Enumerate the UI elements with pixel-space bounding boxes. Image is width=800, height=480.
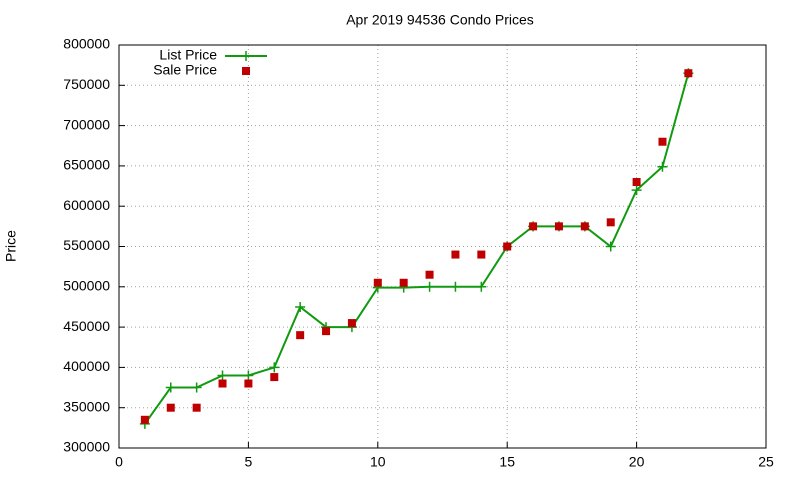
- point: [476, 281, 487, 292]
- point: [529, 222, 538, 231]
- point: [450, 281, 461, 292]
- legend-label: Sale Price: [153, 62, 217, 78]
- point: [425, 270, 434, 279]
- point: [606, 218, 615, 227]
- x-tick-label: 10: [370, 454, 386, 470]
- y-tick-label: 800000: [63, 36, 110, 52]
- y-tick-label: 700000: [63, 116, 110, 132]
- point: [296, 331, 305, 340]
- plot-border: [118, 44, 767, 449]
- x-tick-label: 15: [499, 454, 515, 470]
- legend-marker: [241, 51, 251, 61]
- point: [580, 222, 589, 231]
- point: [295, 301, 306, 312]
- chart-title: Apr 2019 94536 Condo Prices: [346, 12, 534, 28]
- point: [140, 415, 149, 424]
- y-tick-label: 550000: [63, 237, 110, 253]
- point: [657, 161, 668, 172]
- x-tick-label: 25: [758, 454, 774, 470]
- y-tick-label: 500000: [63, 278, 110, 294]
- point: [322, 327, 331, 336]
- y-tick-label: 450000: [63, 318, 110, 334]
- point: [605, 241, 616, 252]
- y-tick-label: 650000: [63, 157, 110, 173]
- point: [347, 319, 356, 328]
- point: [399, 278, 408, 287]
- y-tick-label: 400000: [63, 358, 110, 374]
- point: [165, 382, 176, 393]
- point: [191, 382, 202, 393]
- point: [477, 250, 486, 259]
- y-tick-label: 300000: [63, 439, 110, 455]
- point: [269, 362, 280, 373]
- point: [244, 379, 253, 388]
- y-tick-label: 600000: [63, 197, 110, 213]
- y-tick-label: 750000: [63, 76, 110, 92]
- point: [631, 185, 642, 196]
- x-tick-label: 5: [245, 454, 253, 470]
- legend-marker: [242, 67, 250, 75]
- point: [192, 403, 201, 412]
- point: [658, 137, 667, 146]
- legend-label: List Price: [159, 47, 217, 63]
- y-axis-label: Price: [3, 230, 19, 262]
- point: [166, 403, 175, 412]
- point: [218, 379, 227, 388]
- point: [424, 281, 435, 292]
- point: [632, 178, 641, 187]
- point: [373, 278, 382, 287]
- point: [270, 373, 279, 382]
- point: [451, 250, 460, 259]
- point: [684, 69, 693, 78]
- x-tick-label: 20: [629, 454, 645, 470]
- point: [217, 370, 228, 381]
- series-line: [144, 72, 690, 425]
- y-tick-label: 350000: [63, 398, 110, 414]
- point: [503, 242, 512, 251]
- point: [243, 370, 254, 381]
- x-tick-label: 0: [115, 454, 123, 470]
- point: [554, 222, 563, 231]
